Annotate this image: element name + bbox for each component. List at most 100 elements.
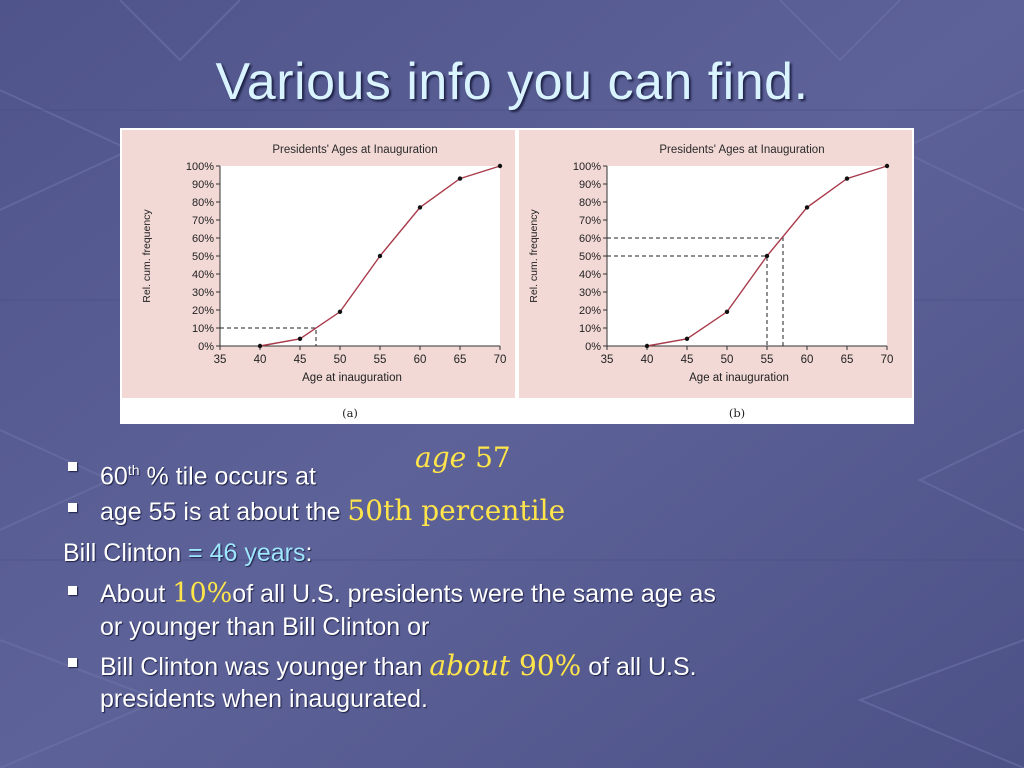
bullet-marker-1 — [68, 462, 77, 471]
x-tick-label: 65 — [454, 354, 467, 366]
annotation-50th-percentile: 50th percentile — [347, 494, 566, 527]
reference-line — [607, 237, 784, 346]
y-tick-label: 40% — [579, 269, 601, 281]
y-tick-label: 40% — [192, 269, 214, 281]
x-tick-label: 60 — [414, 354, 427, 366]
bullet-4-line-2: or younger than Bill Clinton or — [100, 613, 430, 641]
y-tick-label: 90% — [192, 179, 214, 191]
data-point — [884, 163, 890, 169]
panel-label: (a) — [342, 406, 358, 420]
y-tick-label: 50% — [579, 251, 601, 263]
paragraph-bill-clinton: Bill Clinton = 46 years: — [63, 538, 312, 568]
bullet-4: About 10%of all U.S. presidents were the… — [100, 579, 716, 609]
bullet-5-text-a: Bill Clinton was younger than — [100, 653, 430, 681]
chart-1: Presidents' Ages at Inauguration 0% 10% 20%… — [122, 130, 515, 420]
annotation-10-percent: 10% — [172, 578, 233, 609]
bullet-marker-2 — [68, 503, 77, 512]
data-point — [497, 163, 503, 169]
annotation-age-57: age 57 — [415, 443, 511, 473]
x-tick-label: 55 — [761, 354, 774, 366]
bullet-4-text-a: About — [100, 580, 173, 608]
data-point — [257, 343, 263, 349]
y-tick-label: 30% — [579, 287, 601, 299]
panel-label: (b) — [729, 406, 745, 420]
bullet-5-text-b: of all U.S. — [581, 653, 697, 681]
y-tick-label: 20% — [192, 305, 214, 317]
data-point — [764, 253, 770, 259]
x-tick-label: 55 — [374, 354, 387, 366]
chart-title: Presidents' Ages at Inauguration — [272, 144, 437, 156]
clinton-label: Bill Clinton — [63, 539, 189, 567]
data-point — [844, 176, 850, 181]
reference-line — [607, 255, 768, 346]
figure-panel: Presidents' Ages at Inauguration 0% 10% 20%… — [120, 128, 914, 424]
y-tick-label: 0% — [585, 341, 601, 353]
bullet-4-text-b: of all U.S. presidents were the same age… — [232, 580, 716, 608]
x-tick-label: 50 — [721, 354, 734, 366]
plot-area — [220, 166, 500, 346]
data-point — [457, 176, 463, 181]
annotation-about-90: about 90% — [429, 649, 581, 682]
cumulative-frequency-charts: Presidents' Ages at Inauguration 0% 10% 20%… — [122, 130, 912, 420]
data-point — [377, 253, 383, 259]
x-tick-label: 35 — [214, 354, 227, 366]
bullet-1-sup: th — [127, 462, 140, 478]
bullet-2: age 55 is at about the 50th percentile — [100, 496, 565, 527]
reference-line — [220, 327, 317, 346]
x-tick-label: 45 — [681, 354, 694, 366]
x-tick-label: 40 — [254, 354, 267, 366]
x-tick-label: 50 — [334, 354, 347, 366]
data-point — [337, 309, 343, 314]
y-tick-label: 90% — [579, 179, 601, 191]
y-tick-label: 0% — [198, 341, 214, 353]
bullet-marker-4 — [68, 586, 77, 595]
data-point — [297, 336, 303, 341]
y-axis-label: Rel. cum. frequency — [141, 209, 153, 303]
data-point — [804, 205, 810, 210]
x-tick-label: 70 — [494, 354, 507, 366]
y-tick-label: 50% — [192, 251, 214, 263]
annotation-90-percent: 90% — [510, 649, 582, 682]
bullet-5-line-2: presidents when inaugurated. — [100, 685, 429, 713]
data-point — [684, 336, 690, 341]
x-axis-label: Age at inauguration — [689, 372, 789, 384]
x-tick-label: 70 — [881, 354, 894, 366]
y-tick-label: 60% — [192, 233, 214, 245]
bullet-marker-5 — [68, 658, 77, 667]
bullet-1: 60th % tile occurs at — [100, 455, 316, 491]
slide-title: Various info you can find. — [215, 53, 809, 111]
chart-2: Presidents' Ages at Inauguration 0% 10% 20%… — [519, 130, 912, 420]
y-tick-label: 80% — [192, 197, 214, 209]
x-axis-label: Age at inauguration — [302, 372, 402, 384]
y-tick-label: 20% — [579, 305, 601, 317]
data-point — [644, 343, 650, 349]
x-tick-label: 60 — [801, 354, 814, 366]
chart-title: Presidents' Ages at Inauguration — [659, 144, 824, 156]
annotation-about-word: about — [429, 649, 511, 682]
y-tick-label: 80% — [579, 197, 601, 209]
y-tick-label: 70% — [579, 215, 601, 227]
x-tick-label: 40 — [641, 354, 654, 366]
x-tick-label: 45 — [294, 354, 307, 366]
bullet-5: Bill Clinton was younger than about 90% … — [100, 651, 697, 682]
y-tick-label: 30% — [192, 287, 214, 299]
y-tick-label: 60% — [579, 233, 601, 245]
annotation-age-word: age — [415, 441, 467, 474]
bullet-1-text-b: % tile occurs at — [139, 462, 316, 491]
y-axis-label: Rel. cum. frequency — [528, 209, 540, 303]
data-point — [417, 205, 423, 210]
y-tick-label: 10% — [579, 323, 601, 335]
clinton-age: = 46 years — [188, 539, 306, 567]
x-tick-label: 65 — [841, 354, 854, 366]
y-tick-label: 70% — [192, 215, 214, 227]
clinton-colon: : — [305, 539, 313, 567]
x-tick-label: 35 — [601, 354, 614, 366]
y-tick-label: 100% — [573, 161, 601, 173]
y-tick-label: 100% — [186, 161, 214, 173]
bullet-2-text: age 55 is at about the — [100, 498, 348, 526]
data-point — [724, 309, 730, 314]
annotation-age-number: 57 — [466, 441, 511, 474]
bullet-1-text-a: 60 — [100, 462, 128, 491]
y-tick-label: 10% — [192, 323, 214, 335]
